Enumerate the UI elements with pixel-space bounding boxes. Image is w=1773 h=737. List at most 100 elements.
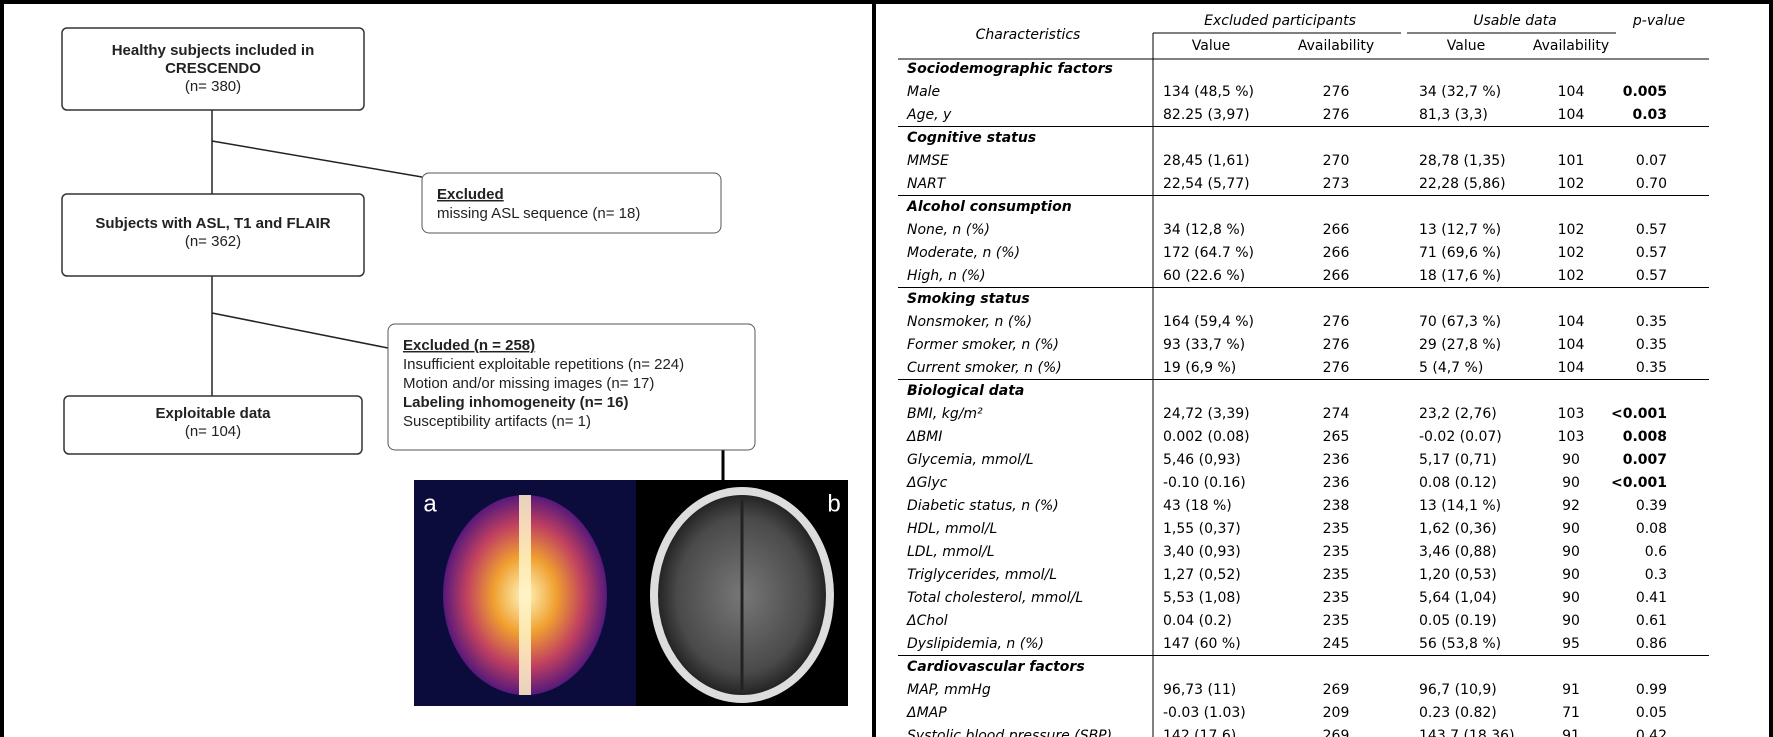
table-cell: 235 (1323, 544, 1350, 560)
table-cell: 96,73 (11) (1163, 682, 1236, 698)
table-cell: 0.35 (1636, 360, 1667, 376)
box-count: (n= 380) (185, 78, 241, 95)
table-cell: 266 (1323, 245, 1350, 261)
table-cell: -0.02 (0.07) (1419, 429, 1502, 445)
table-cell: 71 (69,6 %) (1419, 245, 1501, 261)
table-cell: 24,72 (3,39) (1163, 406, 1250, 422)
flow-box (61, 27, 365, 111)
table-cell: 0.57 (1636, 222, 1667, 238)
table-cell: 0.6 (1645, 544, 1667, 560)
table-cell: <0.001 (1611, 475, 1667, 491)
table-cell: 71 (1562, 705, 1580, 721)
table-cell: 0.86 (1636, 636, 1667, 652)
table-cell: 104 (1558, 84, 1585, 100)
brain-images (414, 480, 848, 706)
table-cell: 266 (1323, 268, 1350, 284)
table-cell: 1,55 (0,37) (1163, 521, 1241, 537)
table-cell: 0.57 (1636, 268, 1667, 284)
table-cell: 274 (1323, 406, 1350, 422)
table-cell: 0.42 (1636, 728, 1667, 737)
table-cell: 5,46 (0,93) (1163, 452, 1241, 468)
table-cell: 276 (1323, 360, 1350, 376)
table-cell: 273 (1323, 176, 1350, 192)
table-cell: ΔMAP (906, 705, 947, 721)
table-cell: 134 (48,5 %) (1163, 84, 1254, 100)
flow-box (63, 395, 363, 455)
table-cell: None, n (%) (907, 222, 990, 238)
table-cell: 0.61 (1636, 613, 1667, 629)
table-cell: 70 (67,3 %) (1419, 314, 1501, 330)
table-cell: LDL, mmol/L (907, 544, 995, 560)
table-cell: 90 (1562, 521, 1580, 537)
table-cell: 103 (1558, 406, 1585, 422)
exclusion-item: Insufficient exploitable repetitions (n=… (403, 356, 684, 373)
table-cell: 142 (17.6) (1163, 728, 1236, 737)
header-cell: p-value (1632, 13, 1685, 29)
table-cell: 90 (1562, 613, 1580, 629)
table-cell: -0.03 (1.03) (1163, 705, 1246, 721)
exclusion-box (421, 172, 722, 234)
table-cell: 90 (1562, 567, 1580, 583)
table-cell: 104 (1558, 360, 1585, 376)
exclusion-item: Motion and/or missing images (n= 17) (403, 375, 654, 392)
table-cell: 238 (1323, 498, 1350, 514)
table-cell: 236 (1323, 452, 1350, 468)
table-cell: 269 (1323, 682, 1350, 698)
table-cell: 0.04 (0.2) (1163, 613, 1232, 629)
table-cell: 18 (17,6 %) (1419, 268, 1501, 284)
table-cell: 101 (1558, 153, 1585, 169)
header-subcolumn: Value (1192, 38, 1230, 54)
table-cell: 5 (4,7 %) (1419, 360, 1483, 376)
section-title: Sociodemographic factors (907, 61, 1113, 77)
header-group: Excluded participants (1204, 13, 1356, 29)
table-cell: Age, y (906, 107, 952, 123)
table-cell: 266 (1323, 222, 1350, 238)
table-cell: Dyslipidemia, n (%) (907, 636, 1044, 652)
table-cell: 164 (59,4 %) (1163, 314, 1254, 330)
table-cell: 93 (33,7 %) (1163, 337, 1245, 353)
table-cell: 104 (1558, 107, 1585, 123)
header-cell: Characteristics (976, 27, 1081, 43)
table-cell: 0.03 (1632, 107, 1667, 123)
table-cell: 235 (1323, 590, 1350, 606)
table-cell: 60 (22.6 %) (1163, 268, 1245, 284)
exclusion-item: Susceptibility artifacts (n= 1) (403, 413, 591, 430)
header-group: Usable data (1473, 13, 1557, 29)
table-cell: ΔBMI (906, 429, 942, 445)
table-cell: Total cholesterol, mmol/L (907, 590, 1083, 606)
table-cell: 0.08 (0.12) (1419, 475, 1497, 491)
table-cell: 0.002 (0.08) (1163, 429, 1250, 445)
table-cell: 1,62 (0,36) (1419, 521, 1497, 537)
table-cell: ΔChol (906, 613, 948, 629)
table-cell: 0.39 (1636, 498, 1667, 514)
header-subcolumn: Availability (1533, 38, 1609, 54)
table-cell: 22,54 (5,77) (1163, 176, 1250, 192)
box-title: Exploitable data (155, 405, 271, 422)
table-cell: 5,17 (0,71) (1419, 452, 1497, 468)
table-cell: 104 (1558, 314, 1585, 330)
table-cell: 0.05 (1636, 705, 1667, 721)
table-cell: 104 (1558, 337, 1585, 353)
table-cell: 235 (1323, 567, 1350, 583)
table-cell: 81,3 (3,3) (1419, 107, 1488, 123)
table-cell: 276 (1323, 314, 1350, 330)
table-cell: ΔGlyc (906, 475, 948, 491)
table-cell: 3,40 (0,93) (1163, 544, 1241, 560)
table-cell: 34 (32,7 %) (1419, 84, 1501, 100)
table-cell: 19 (6,9 %) (1163, 360, 1236, 376)
section-title: Biological data (907, 383, 1024, 399)
table-cell: 91 (1562, 728, 1580, 737)
table-cell: 236 (1323, 475, 1350, 491)
table-cell: 13 (14,1 %) (1419, 498, 1501, 514)
exclusion-item: missing ASL sequence (n= 18) (437, 205, 640, 222)
box-title: Subjects with ASL, T1 and FLAIR (95, 215, 330, 232)
table-cell: NART (907, 176, 947, 192)
section-title: Alcohol consumption (906, 199, 1072, 215)
table-cell: 5,64 (1,04) (1419, 590, 1497, 606)
table-cell: 102 (1558, 222, 1585, 238)
table-cell: 102 (1558, 176, 1585, 192)
table-cell: 276 (1323, 107, 1350, 123)
table-cell: 102 (1558, 245, 1585, 261)
